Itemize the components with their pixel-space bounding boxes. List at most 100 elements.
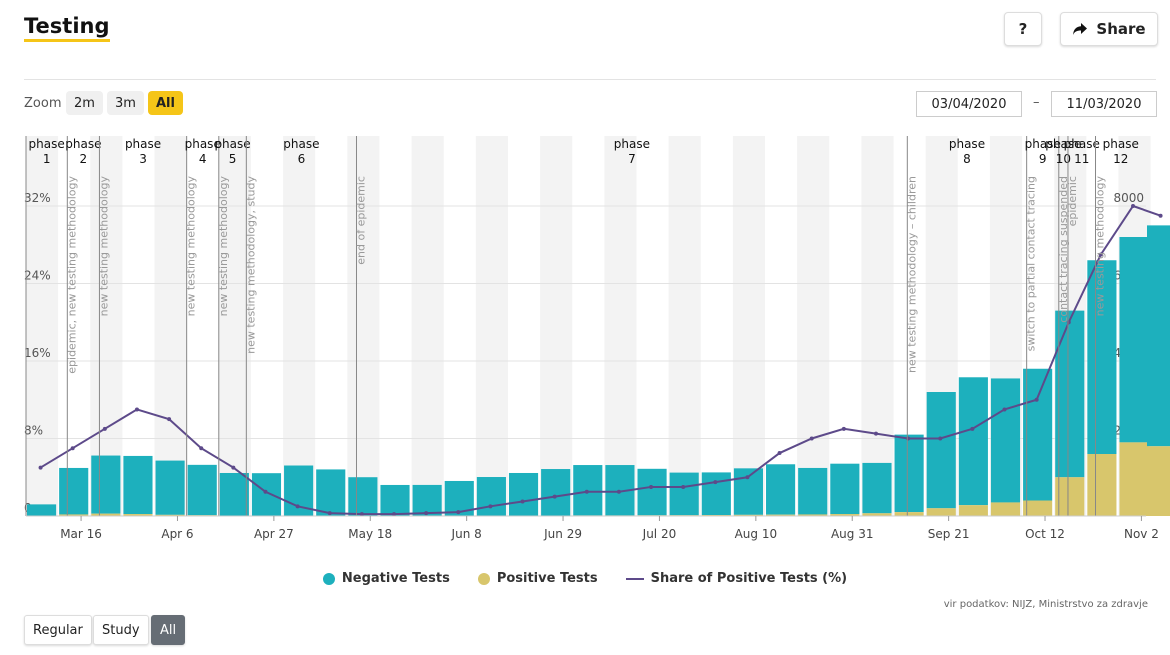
negative-tests-bar	[27, 504, 57, 516]
negative-tests-bar	[541, 469, 571, 516]
negative-tests-bar	[508, 472, 539, 516]
share-button[interactable]: Share	[1060, 12, 1158, 46]
phase-label: phase	[185, 137, 221, 151]
share-positive-point	[649, 484, 654, 489]
x-tick-label: Jul 20	[642, 527, 677, 541]
negative-tests-bar	[766, 464, 796, 515]
legend-positive-swatch	[477, 572, 490, 585]
share-positive-point	[809, 436, 814, 441]
phase-number: 2	[80, 152, 88, 166]
positive-tests-bar	[1087, 454, 1117, 516]
annotation-label: new testing methodology	[97, 176, 110, 317]
legend-item-negative[interactable]: Negative Tests	[322, 571, 450, 586]
negative-tests-bar	[91, 455, 121, 514]
positive-tests-bar	[123, 514, 153, 516]
positive-tests-bar	[91, 513, 121, 516]
help-button[interactable]: ?	[1004, 12, 1042, 46]
positive-tests-bar	[733, 514, 764, 516]
zoom-3m-button[interactable]: 3m	[107, 91, 144, 115]
help-button-label: ?	[1018, 20, 1028, 38]
phase-label: phase	[1103, 137, 1139, 151]
share-positive-point	[906, 436, 911, 441]
zoom-label: Zoom	[24, 96, 62, 111]
zoom-all-button[interactable]: All	[148, 91, 183, 115]
phase-number: 7	[628, 152, 636, 166]
share-positive-point	[681, 484, 686, 489]
x-tick-label: Mar 16	[60, 527, 102, 541]
share-positive-point	[616, 489, 621, 494]
share-positive-point	[873, 431, 878, 436]
share-positive-point	[134, 407, 139, 412]
filter-study-button[interactable]: Study	[93, 615, 149, 645]
annotation-label: new testing methodology	[185, 176, 198, 317]
share-positive-line	[40, 204, 1161, 516]
share-positive-point	[199, 446, 204, 451]
annotation-label: new testing methodology, study	[244, 176, 257, 354]
background-band	[668, 136, 701, 516]
share-positive-point	[167, 417, 172, 422]
negative-tests-bar	[155, 460, 185, 515]
background-band	[26, 136, 59, 516]
legend-negative-swatch	[322, 572, 335, 585]
negative-tests-bar	[1119, 237, 1149, 443]
negative-tests-bar	[187, 464, 217, 516]
phase-label: phase	[125, 137, 161, 151]
x-tick-label: Sep 21	[928, 527, 970, 541]
filter-regular-button[interactable]: Regular	[24, 615, 92, 645]
phase-number: 12	[1113, 152, 1128, 166]
positive-tests-bar	[1055, 477, 1085, 516]
share-positive-point	[102, 426, 107, 431]
background-band	[797, 136, 830, 516]
share-positive-point	[777, 451, 782, 456]
negative-tests-bar	[830, 463, 860, 515]
legend-item-positive[interactable]: Positive Tests	[477, 571, 598, 586]
zoom-2m-button[interactable]: 2m	[66, 91, 103, 115]
x-tick-label: Apr 6	[161, 527, 193, 541]
date-from-input[interactable]: 03/04/2020	[916, 91, 1022, 117]
background-band	[861, 136, 894, 516]
share-positive-point	[1034, 397, 1039, 402]
negative-tests-bar	[316, 469, 346, 516]
share-positive-point	[552, 494, 557, 499]
negative-tests-bar	[251, 473, 282, 516]
background-band	[604, 136, 637, 516]
negative-tests-bar	[926, 392, 956, 509]
share-positive-point	[38, 465, 43, 470]
phase-label: phase	[1064, 137, 1100, 151]
legend-share-swatch	[625, 577, 644, 580]
phase-number: 6	[298, 152, 306, 166]
y-right-tick-label: 8000	[1113, 191, 1144, 205]
chart-legend: Negative Tests Positive Tests Share of P…	[0, 571, 1170, 586]
negative-tests-bar	[637, 468, 667, 516]
annotation-label: epidemic	[1066, 176, 1079, 226]
y-left-tick-label: 8%	[24, 424, 43, 438]
negative-tests-bar	[476, 477, 506, 516]
filter-all-button[interactable]: All	[151, 615, 186, 645]
annotation-label: epidemic, new testing methodology	[65, 176, 78, 374]
share-positive-point	[359, 512, 364, 517]
positive-tests-bar	[155, 514, 185, 516]
x-tick-label: Apr 27	[254, 527, 294, 541]
x-tick-label: Nov 2	[1124, 527, 1159, 541]
phase-number: 1	[43, 152, 51, 166]
date-to-input[interactable]: 11/03/2020	[1051, 91, 1157, 117]
positive-tests-bar	[1147, 446, 1170, 516]
testing-chart[interactable]: 08%16%24%32%02000400060008000phase1phase…	[0, 128, 1170, 558]
x-tick-label: Aug 10	[735, 527, 778, 541]
positive-tests-bar	[958, 505, 988, 516]
phase-label: phase	[614, 137, 650, 151]
phase-number: 9	[1039, 152, 1047, 166]
negative-tests-bar	[219, 472, 249, 516]
legend-item-share[interactable]: Share of Positive Tests (%)	[625, 571, 847, 586]
share-positive-point	[424, 511, 429, 516]
positive-tests-bar	[59, 514, 89, 516]
positive-tests-bar	[990, 502, 1021, 516]
positive-tests-bar	[862, 513, 892, 516]
negative-tests-bar	[348, 477, 378, 516]
negative-tests-bar	[1023, 368, 1053, 501]
background-band	[154, 136, 187, 516]
share-positive-point	[841, 426, 846, 431]
negative-tests-bar	[1055, 310, 1085, 478]
share-arrow-icon	[1073, 23, 1088, 35]
negative-tests-bar	[958, 377, 988, 506]
